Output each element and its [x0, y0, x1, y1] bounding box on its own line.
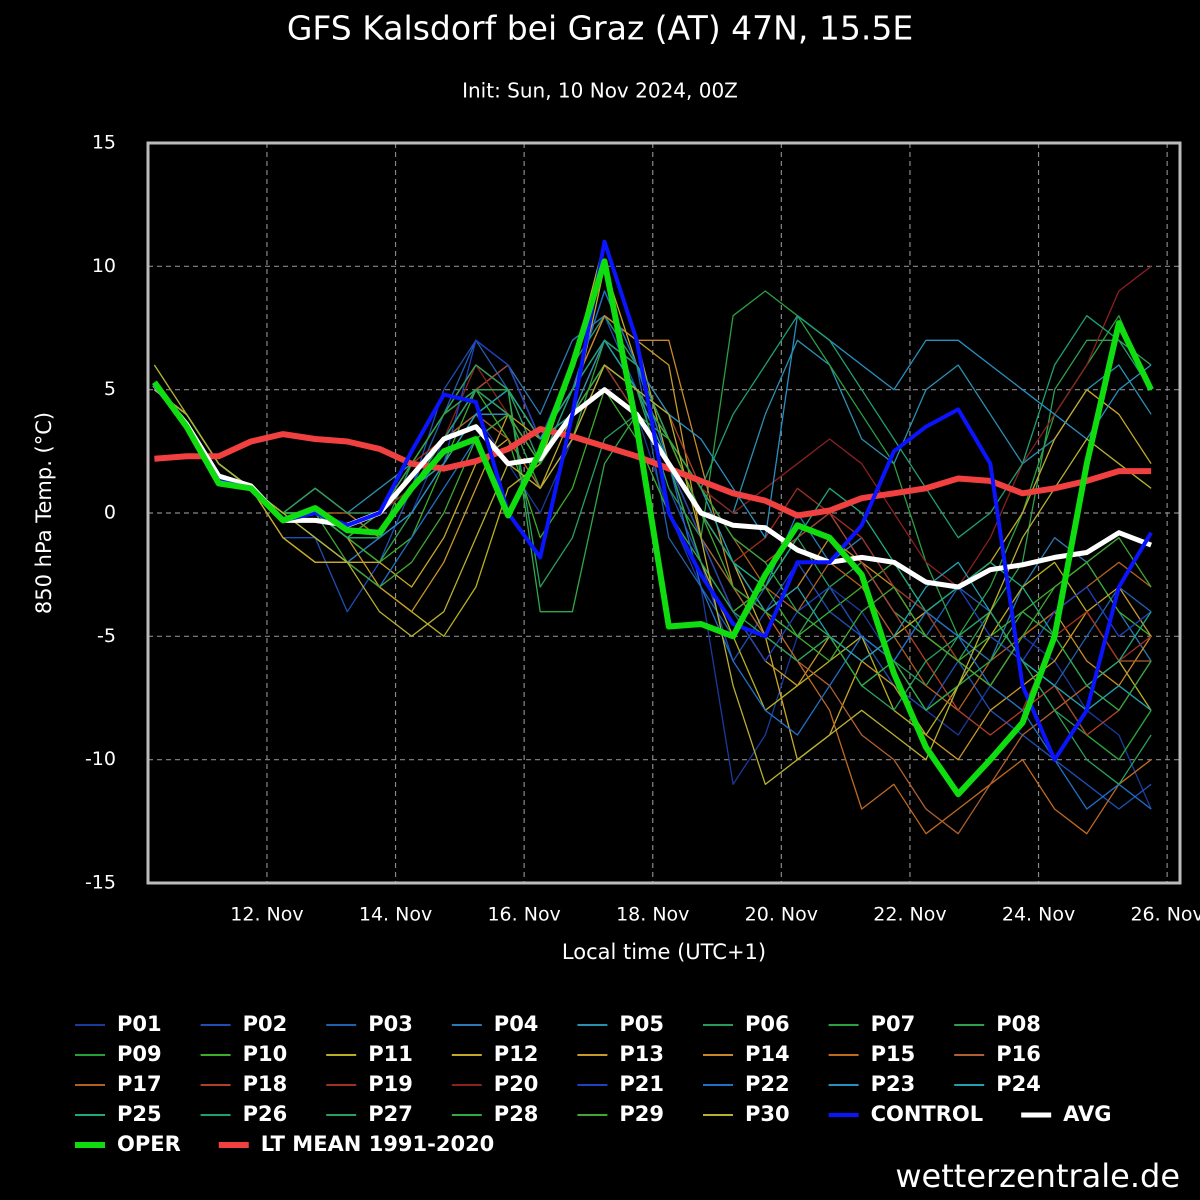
plot-frame — [146, 141, 1182, 885]
x-tick-label: 16. Nov — [487, 904, 560, 926]
y-tick-label: -15 — [85, 872, 116, 894]
y-tick-label: 15 — [92, 132, 116, 154]
legend-label: P27 — [368, 1102, 413, 1126]
x-tick-label: 20. Nov — [745, 904, 818, 926]
x-tick-label: 14. Nov — [359, 904, 432, 926]
y-tick-label: -5 — [97, 625, 116, 647]
legend-label: P07 — [871, 1012, 916, 1036]
x-tick-label: 18. Nov — [616, 904, 689, 926]
series-line — [151, 258, 1154, 798]
series-line — [152, 383, 1152, 590]
plot-lines — [151, 239, 1154, 835]
series-line — [154, 364, 1152, 785]
legend-label: P20 — [494, 1072, 539, 1096]
legend-label: P01 — [117, 1012, 162, 1036]
legend-label: P28 — [494, 1102, 539, 1126]
y-tick-label: -10 — [85, 748, 116, 770]
y-tick-label: 10 — [92, 255, 116, 277]
legend-label: P24 — [996, 1072, 1041, 1096]
x-tick-label: 12. Nov — [230, 904, 303, 926]
legend-label: P25 — [117, 1102, 162, 1126]
legend-label: P09 — [117, 1042, 162, 1066]
x-axis-label: Local time (UTC+1) — [562, 940, 766, 964]
legend-label: P22 — [745, 1072, 790, 1096]
legend-label: P30 — [745, 1102, 790, 1126]
legend-label: AVG — [1063, 1102, 1111, 1126]
y-tick-label: 5 — [104, 378, 116, 400]
x-tick-label: 24. Nov — [1002, 904, 1075, 926]
legend-label: P13 — [619, 1042, 664, 1066]
x-tick-label: 26. Nov — [1130, 904, 1200, 926]
legend-label: P29 — [619, 1102, 664, 1126]
legend-label: P11 — [368, 1042, 413, 1066]
x-tick-label: 22. Nov — [873, 904, 946, 926]
legend-label: P26 — [243, 1102, 288, 1126]
legend-label: P10 — [243, 1042, 288, 1066]
legend-label: P17 — [117, 1072, 162, 1096]
legend-label: P19 — [368, 1072, 413, 1096]
legend-label: P03 — [368, 1012, 413, 1036]
y-axis-label: 850 hPa Temp. (°C) — [32, 412, 56, 614]
legend-label: CONTROL — [871, 1102, 984, 1126]
source: wetterzentrale.de — [895, 1157, 1180, 1195]
legend-label: P05 — [619, 1012, 664, 1036]
legend-label: P18 — [243, 1072, 288, 1096]
series-line — [154, 426, 1152, 519]
legend-label: P04 — [494, 1012, 539, 1036]
legend-label: P06 — [745, 1012, 790, 1036]
chart-title: GFS Kalsdorf bei Graz (AT) 47N, 15.5E — [287, 9, 913, 48]
legend-label: P23 — [871, 1072, 916, 1096]
y-tick-label: 0 — [104, 502, 116, 524]
legend-label: OPER — [117, 1132, 181, 1156]
legend-label: P14 — [745, 1042, 790, 1066]
legend-label: P12 — [494, 1042, 539, 1066]
legend-label: P15 — [871, 1042, 916, 1066]
legend-label: P02 — [243, 1012, 288, 1036]
legend-label: P16 — [996, 1042, 1041, 1066]
legend-label: LT MEAN 1991-2020 — [261, 1132, 495, 1156]
legend-label: P08 — [996, 1012, 1041, 1036]
chart-subtitle: Init: Sun, 10 Nov 2024, 00Z — [462, 79, 738, 103]
legend-label: P21 — [619, 1072, 664, 1096]
legend: P01 P02 P03 P04 P05 P06 P07 P08 P09 P10 P11 P12 P13 P… — [75, 1012, 1112, 1156]
